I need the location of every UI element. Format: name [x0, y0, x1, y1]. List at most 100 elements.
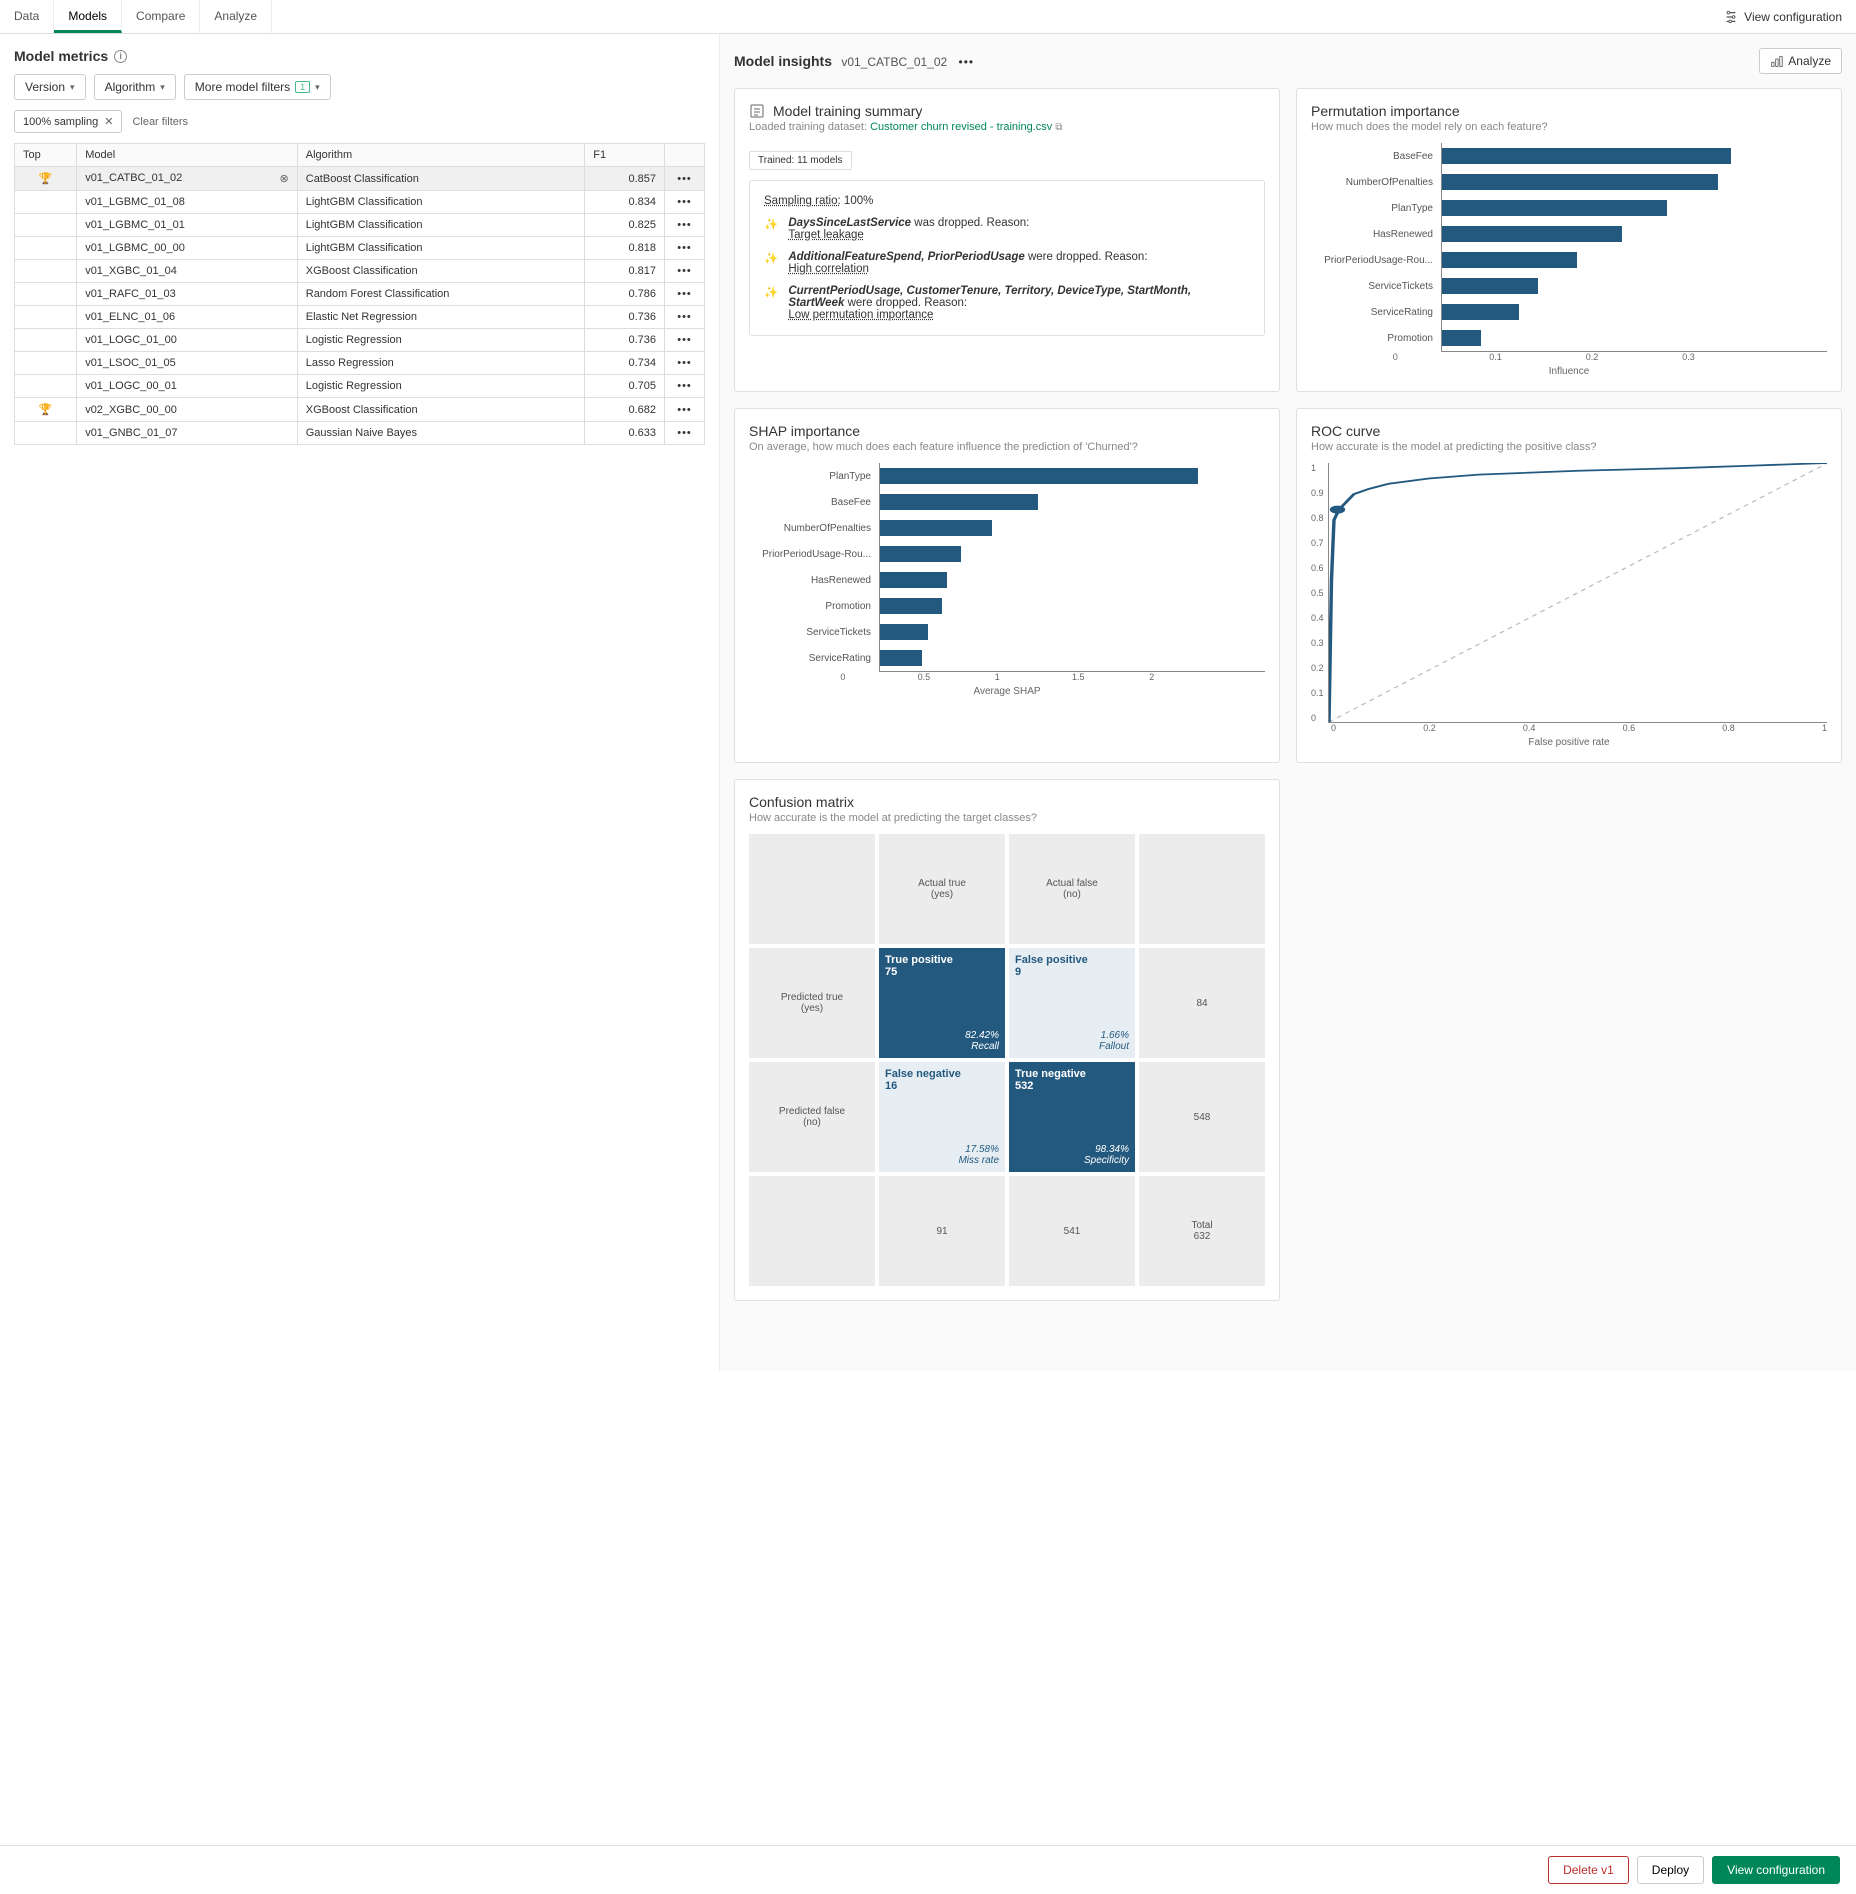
sliders-icon	[1724, 10, 1738, 24]
table-row[interactable]: v01_RAFC_01_03Random Forest Classificati…	[15, 283, 705, 306]
row-more-icon[interactable]: •••	[677, 265, 692, 277]
bar-label: ServiceTickets	[749, 627, 879, 638]
axis-tick: 0.4	[1311, 613, 1324, 623]
axis-tick: 0.8	[1311, 513, 1324, 523]
table-row[interactable]: v01_GNBC_01_07Gaussian Naive Bayes0.633•…	[15, 422, 705, 445]
column-header[interactable]: Algorithm	[297, 144, 585, 167]
bar-label: HasRenewed	[1311, 229, 1441, 240]
bar-row: NumberOfPenalties	[1311, 169, 1827, 195]
cm-actual-true-header: Actual true (yes)	[879, 834, 1005, 944]
view-configuration-button[interactable]: View configuration	[1712, 1856, 1840, 1884]
axis-tick: 0	[1331, 723, 1336, 733]
permutation-card: Permutation importance How much does the…	[1296, 88, 1842, 392]
shap-card: SHAP importance On average, how much doe…	[734, 408, 1280, 763]
cm-col-false-total: 541	[1009, 1176, 1135, 1286]
delete-button[interactable]: Delete v1	[1548, 1856, 1629, 1884]
bar-fill	[1442, 226, 1622, 242]
row-more-icon[interactable]: •••	[677, 404, 692, 416]
sparkle-icon: ✨	[764, 217, 778, 241]
bar-fill	[1442, 278, 1538, 294]
roc-sub: How accurate is the model at predicting …	[1311, 441, 1827, 453]
table-row[interactable]: 🏆v02_XGBC_00_00XGBoost Classification0.6…	[15, 398, 705, 422]
loaded-dataset-label: Loaded training dataset:	[749, 121, 867, 133]
more-filters[interactable]: More model filters 1 ▾	[184, 74, 331, 100]
models-table: TopModelAlgorithmF1 🏆v01_CATBC_01_02⊗Cat…	[14, 143, 705, 445]
analyze-icon	[1770, 55, 1783, 68]
external-link-icon: ⧉	[1055, 122, 1062, 133]
deploy-button[interactable]: Deploy	[1637, 1856, 1704, 1884]
row-more-icon[interactable]: •••	[677, 288, 692, 300]
bar-row: HasRenewed	[1311, 221, 1827, 247]
row-more-icon[interactable]: •••	[677, 427, 692, 439]
sampling-ratio-label: Sampling ratio:	[764, 195, 841, 207]
confusion-card: Confusion matrix How accurate is the mod…	[734, 779, 1280, 1301]
bar-label: Promotion	[1311, 333, 1441, 344]
pin-icon[interactable]: ⊗	[280, 172, 289, 185]
table-row[interactable]: v01_LSOC_01_05Lasso Regression0.734•••	[15, 352, 705, 375]
sparkle-icon: ✨	[764, 285, 778, 321]
bar-fill	[880, 494, 1038, 510]
row-more-icon[interactable]: •••	[677, 242, 692, 254]
axis-tick: 1.5	[1072, 672, 1149, 682]
axis-tick: 0	[840, 672, 917, 682]
shap-xlabel: Average SHAP	[749, 686, 1265, 697]
tab-models[interactable]: Models	[54, 0, 122, 33]
row-more-icon[interactable]: •••	[677, 196, 692, 208]
axis-tick: 0.7	[1311, 538, 1324, 548]
column-header[interactable]	[665, 144, 705, 167]
bar-label: PlanType	[749, 471, 879, 482]
remove-chip-icon[interactable]: ✕	[104, 115, 113, 128]
table-row[interactable]: v01_LOGC_00_01Logistic Regression0.705••…	[15, 375, 705, 398]
row-more-icon[interactable]: •••	[677, 219, 692, 231]
table-row[interactable]: v01_ELNC_01_06Elastic Net Regression0.73…	[15, 306, 705, 329]
cm-sub: How accurate is the model at predicting …	[749, 812, 1265, 824]
column-header[interactable]: F1	[585, 144, 665, 167]
axis-tick: 1	[1822, 723, 1827, 733]
row-more-icon[interactable]: •••	[677, 173, 692, 185]
bar-row: BaseFee	[1311, 143, 1827, 169]
column-header[interactable]: Model	[77, 144, 298, 167]
info-icon[interactable]: i	[114, 50, 127, 63]
table-row[interactable]: v01_LGBMC_01_08LightGBM Classification0.…	[15, 191, 705, 214]
row-more-icon[interactable]: •••	[677, 380, 692, 392]
row-more-icon[interactable]: •••	[677, 311, 692, 323]
cm-col-true-total: 91	[879, 1176, 1005, 1286]
model-insights-title: Model insights	[734, 53, 832, 69]
algorithm-filter[interactable]: Algorithm▾	[94, 74, 176, 100]
chevron-down-icon: ▾	[160, 82, 165, 93]
table-row[interactable]: 🏆v01_CATBC_01_02⊗CatBoost Classification…	[15, 167, 705, 191]
table-row[interactable]: v01_LGBMC_01_01LightGBM Classification0.…	[15, 214, 705, 237]
table-row[interactable]: v01_XGBC_01_04XGBoost Classification0.81…	[15, 260, 705, 283]
tab-data[interactable]: Data	[0, 0, 54, 33]
axis-tick: 0	[1393, 352, 1490, 362]
bar-fill	[880, 598, 942, 614]
column-header[interactable]: Top	[15, 144, 77, 167]
bar-row: ServiceTickets	[1311, 273, 1827, 299]
sampling-chip[interactable]: 100% sampling ✕	[14, 110, 122, 133]
insights-more-icon[interactable]: •••	[959, 55, 975, 69]
analyze-button[interactable]: Analyze	[1759, 48, 1842, 74]
cm-fn: False negative16 17.58%Miss rate	[879, 1062, 1005, 1172]
tab-analyze[interactable]: Analyze	[200, 0, 272, 33]
perm-xlabel: Influence	[1311, 366, 1827, 377]
sparkle-icon: ✨	[764, 251, 778, 275]
axis-tick: 0.3	[1311, 638, 1324, 648]
table-row[interactable]: v01_LOGC_01_00Logistic Regression0.736••…	[15, 329, 705, 352]
bar-row: PriorPeriodUsage-Rou...	[1311, 247, 1827, 273]
view-configuration-link[interactable]: View configuration	[1710, 0, 1856, 33]
version-filter[interactable]: Version▾	[14, 74, 86, 100]
row-more-icon[interactable]: •••	[677, 334, 692, 346]
axis-tick: 0.6	[1623, 723, 1636, 733]
axis-tick: 0.9	[1311, 488, 1324, 498]
bar-fill	[1442, 148, 1731, 164]
cm-actual-false-header: Actual false (no)	[1009, 834, 1135, 944]
dataset-link[interactable]: Customer churn revised - training.csv	[870, 121, 1052, 133]
clear-filters-link[interactable]: Clear filters	[132, 116, 188, 128]
tab-compare[interactable]: Compare	[122, 0, 200, 33]
cm-tp: True positive75 82.42%Recall	[879, 948, 1005, 1058]
row-more-icon[interactable]: •••	[677, 357, 692, 369]
axis-tick: 0.5	[1311, 588, 1324, 598]
table-row[interactable]: v01_LGBMC_00_00LightGBM Classification0.…	[15, 237, 705, 260]
axis-tick: 0.1	[1311, 688, 1324, 698]
perm-title: Permutation importance	[1311, 103, 1460, 119]
